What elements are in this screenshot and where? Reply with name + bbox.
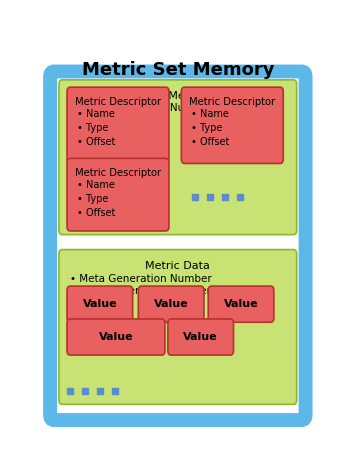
Text: • Offset: • Offset	[77, 137, 115, 147]
Text: Metric Meta Data: Metric Meta Data	[130, 91, 226, 101]
FancyBboxPatch shape	[181, 87, 283, 164]
Text: • Type: • Type	[77, 123, 108, 133]
FancyBboxPatch shape	[59, 250, 297, 404]
FancyBboxPatch shape	[50, 72, 306, 420]
FancyBboxPatch shape	[67, 87, 169, 164]
FancyBboxPatch shape	[67, 319, 165, 355]
FancyBboxPatch shape	[67, 286, 133, 322]
Text: • Name: • Name	[77, 180, 115, 190]
Text: • Meta Generation Number: • Meta Generation Number	[70, 274, 212, 284]
Text: Metric Data: Metric Data	[145, 261, 210, 271]
FancyBboxPatch shape	[67, 158, 169, 231]
FancyBboxPatch shape	[168, 319, 234, 355]
Text: • Type: • Type	[191, 123, 223, 133]
Text: • Type: • Type	[77, 194, 108, 204]
FancyBboxPatch shape	[208, 286, 274, 322]
Text: Value: Value	[183, 332, 218, 342]
Text: • Name: • Name	[77, 109, 115, 119]
Text: Metric Descriptor: Metric Descriptor	[75, 168, 161, 178]
Text: Value: Value	[83, 299, 117, 309]
Text: Value: Value	[154, 299, 188, 309]
FancyBboxPatch shape	[59, 80, 297, 235]
FancyBboxPatch shape	[138, 286, 204, 322]
Text: Metric Descriptor: Metric Descriptor	[189, 97, 276, 107]
Text: • Name: • Name	[191, 109, 229, 119]
Text: Metric Descriptor: Metric Descriptor	[75, 97, 161, 107]
Text: • Data Generation Number: • Data Generation Number	[70, 286, 211, 296]
Text: • Offset: • Offset	[77, 208, 115, 218]
Text: Value: Value	[99, 332, 133, 342]
Text: Metric Set Memory: Metric Set Memory	[82, 61, 274, 79]
Text: • Meta Generation Number: • Meta Generation Number	[70, 103, 212, 113]
Text: Value: Value	[224, 299, 259, 309]
Text: • Offset: • Offset	[191, 137, 230, 147]
